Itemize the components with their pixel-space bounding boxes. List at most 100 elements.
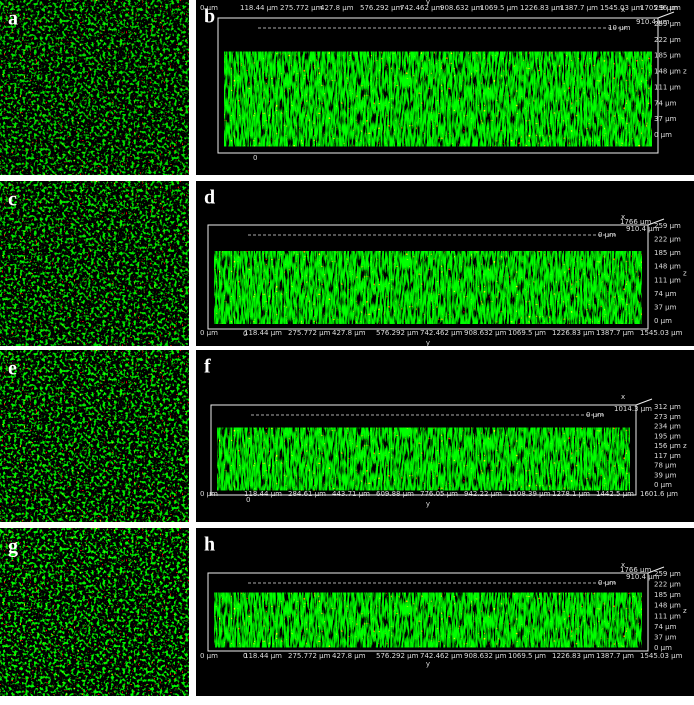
origin-label: 0 [243,652,247,660]
biofilm-render [214,592,642,648]
origin-label: 0 [253,154,257,162]
inner-label: 0 µm [586,411,604,419]
z-tick-label: 195 µm [654,432,681,440]
z-tick-label: 222 µm [654,236,681,244]
z-tick-label: 37 µm [654,115,677,123]
box-edge [647,218,665,226]
z-tick-label: 111 µm [654,612,681,620]
x-tick-label: 0 µm [200,490,218,498]
origin-label: 0 [243,330,247,338]
z-tick-label: 259 µm [654,570,681,578]
z-tick-label: 37 µm [654,303,677,311]
x-tick-label: 427.8 µm [320,4,354,12]
x-tick-label: 609.88 µm [376,490,414,498]
biofilm-render [214,251,642,324]
z-tick-label: 148 µm [654,263,681,271]
x-tick-label: 1705.9 µm [640,4,678,12]
axis-label-z: z [683,442,687,450]
inner-label: 10 µm [608,24,631,32]
depth-label: 1766 µm [620,218,651,226]
x-tick-label: 275.772 µm [288,652,331,660]
x-tick-label: 742.462 µm [420,329,463,337]
x-tick-label: 284.61 µm [288,490,326,498]
x-tick-label: 1069.5 µm [480,4,518,12]
z-tick-label: 0 µm [654,317,672,325]
z-tick-label: 148 µm [654,602,681,610]
z-tick-label: 117 µm [654,452,681,460]
x-tick-label: 1278.1 µm [552,490,590,498]
x-tick-label: 742.462 µm [400,4,443,12]
micrograph [0,181,189,346]
axis-label-y: y [426,500,430,508]
box-edge [657,11,675,19]
bounding-box [207,224,649,330]
x-tick-label: 443.71 µm [332,490,370,498]
panel-label: b [204,6,215,28]
panel-label: d [204,187,215,209]
bounding-box [210,404,637,496]
axis-label-y: y [426,660,430,668]
axis-label-y: y [426,339,430,347]
x-tick-label: 908.632 µm [464,652,507,660]
inner-label: 0 µm [598,231,616,239]
box-edge [647,566,665,574]
left-panel: e [0,350,189,522]
x-tick-label: 1387.7 µm [560,4,598,12]
z-tick-label: 156 µm [654,442,681,450]
bounding-box [217,17,659,154]
micrograph [0,528,189,696]
z-tick-label: 74 µm [654,99,677,107]
x-tick-label: 118.44 µm [244,490,282,498]
x-tick-label: 118.44 µm [240,4,278,12]
axis-label-x: x [621,561,625,569]
x-tick-label: 908.632 µm [440,4,483,12]
z-tick-label: 74 µm [654,623,677,631]
z-tick-label: 185 µm [654,591,681,599]
z-tick-label: 39 µm [654,471,677,479]
x-tick-label: 942.22 µm [464,490,502,498]
left-panel: g [0,528,189,696]
x-tick-label: 427.8 µm [332,329,366,337]
extent-label: 1014.3 µm [614,405,652,413]
axis-label-x: x [621,213,625,221]
z-tick-label: 185 µm [654,249,681,257]
axis-label-y: y [426,0,430,6]
z-tick-label: 148 µm [654,68,681,76]
x-tick-label: 1545.03 µm [640,652,683,660]
z-tick-label: 0 µm [654,481,672,489]
right-panel: h 0 µm 118.44 µm 275.772 µm 427.8 µm 576.292 … [196,528,694,696]
z-tick-label: 37 µm [654,633,677,641]
micrograph [0,0,189,175]
left-panel: a [0,0,189,175]
z-tick-label: 222 µm [654,36,681,44]
x-tick-label: 0 µm [200,4,218,12]
x-tick-label: 118.44 µm [244,652,282,660]
panel-label: g [8,536,18,558]
z-tick-label: 74 µm [654,290,677,298]
box-edge [635,398,653,406]
x-tick-label: 1545.03 µm [640,329,683,337]
z-tick-label: 273 µm [654,413,681,421]
x-tick-label: 118.44 µm [244,329,282,337]
x-tick-label: 1442.5 µm [596,490,634,498]
x-tick-label: 576.292 µm [376,652,419,660]
panel-label: a [8,8,18,30]
micrograph [0,350,189,522]
panel-label: f [204,356,211,378]
axis-label-x: x [621,393,625,401]
panel-label: c [8,189,17,211]
x-tick-label: 1226.83 µm [552,329,595,337]
left-panel: c [0,181,189,346]
x-tick-label: 576.292 µm [376,329,419,337]
z-tick-label: 312 µm [654,403,681,411]
x-tick-label: 1226.83 µm [552,652,595,660]
z-tick-label: 259 µm [654,20,681,28]
z-tick-label: 111 µm [654,276,681,284]
axis-label-z: z [683,68,687,76]
x-tick-label: 1601.6 µm [640,490,678,498]
x-tick-label: 0 µm [200,652,218,660]
axis-label-z: z [683,607,687,615]
z-tick-label: 296 µm [654,4,681,12]
biofilm-render [217,427,630,491]
